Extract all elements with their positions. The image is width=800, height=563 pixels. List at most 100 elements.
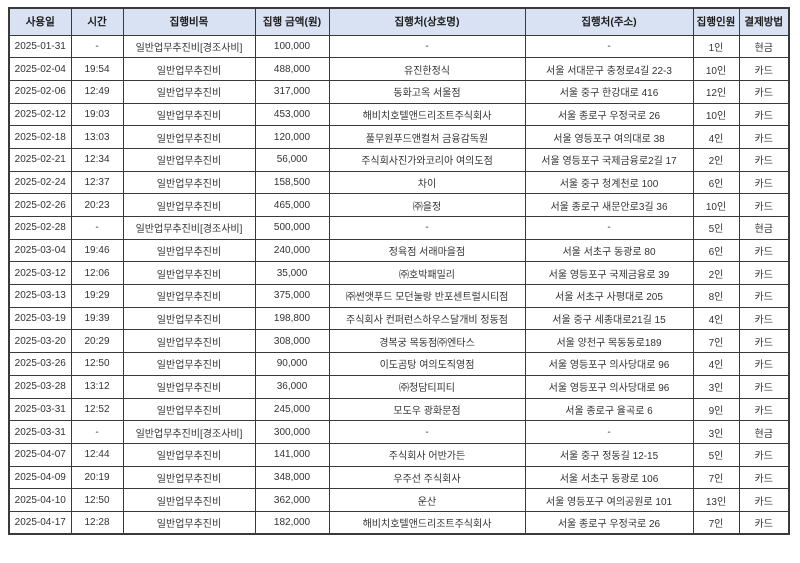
table-row: 2025-03-26 12:50 일반업무추진비 90,000 이도곰탕 여의도직영점 서… xyxy=(8,352,790,376)
cell-amount: 375,000 xyxy=(254,284,330,308)
table-row: 2025-03-04 19:46 일반업무추진비 240,000 정육점 서래마을점 서울… xyxy=(8,238,790,263)
cell-people: 1인 xyxy=(692,34,740,59)
cell-people: 10인 xyxy=(692,57,740,81)
cell-people: 3인 xyxy=(692,374,740,399)
cell-amount: 465,000 xyxy=(254,193,330,217)
cell-payment: 카드 xyxy=(738,102,790,127)
cell-vendor: 차이 xyxy=(328,170,526,195)
cell-category: 일반업무추진비[경조사비] xyxy=(122,420,256,444)
cell-address: - xyxy=(524,420,694,444)
cell-address: 서울 종로구 우정국로 26 xyxy=(524,102,694,127)
cell-address: 서울 양천구 목동동로189 xyxy=(524,329,694,354)
cell-vendor: 정육점 서래마을점 xyxy=(328,238,526,263)
cell-use_date: 2025-02-21 xyxy=(8,147,72,172)
cell-category: 일반업무추진비 xyxy=(122,397,256,422)
cell-use_date: 2025-03-20 xyxy=(8,329,72,354)
cell-vendor: - xyxy=(328,34,526,59)
table-row: 2025-04-07 12:44 일반업무추진비 141,000 주식회사 어반가든 서울… xyxy=(8,442,790,467)
cell-payment: 카드 xyxy=(738,329,790,354)
cell-time: 19:46 xyxy=(70,238,124,263)
cell-time: 12:06 xyxy=(70,261,124,286)
cell-time: 20:23 xyxy=(70,193,124,217)
cell-time: - xyxy=(70,420,124,444)
cell-category: 일반업무추진비 xyxy=(122,170,256,195)
cell-time: 19:39 xyxy=(70,306,124,331)
cell-people: 7인 xyxy=(692,329,740,354)
cell-people: 4인 xyxy=(692,306,740,331)
cell-amount: 245,000 xyxy=(254,397,330,422)
cell-payment: 카드 xyxy=(738,284,790,308)
cell-payment: 카드 xyxy=(738,57,790,81)
cell-vendor: 유진한정식 xyxy=(328,57,526,81)
cell-category: 일반업무추진비 xyxy=(122,261,256,286)
cell-people: 6인 xyxy=(692,170,740,195)
cell-address: 서울 중구 정동길 12-15 xyxy=(524,442,694,467)
column-header-address: 집행처(주소) xyxy=(524,7,694,36)
cell-vendor: 운산 xyxy=(328,488,526,512)
cell-payment: 카드 xyxy=(738,465,790,490)
cell-vendor: 해비치호텔앤드리조트주식회사 xyxy=(328,102,526,127)
cell-people: 7인 xyxy=(692,510,740,535)
column-header-use_date: 사용일 xyxy=(8,7,72,36)
table-row: 2025-04-09 20:19 일반업무추진비 348,000 우주선 주식회사 서울 … xyxy=(8,465,790,490)
cell-category: 일반업무추진비 xyxy=(122,57,256,81)
cell-time: 12:52 xyxy=(70,397,124,422)
table-row: 2025-02-12 19:03 일반업무추진비 453,000 해비치호텔앤드리조트주… xyxy=(8,102,790,127)
column-header-time: 시간 xyxy=(70,7,124,36)
cell-use_date: 2025-03-13 xyxy=(8,284,72,308)
cell-vendor: ㈜썬앳푸드 모던눌랑 반포센트럴시티점 xyxy=(328,284,526,308)
table-header: 사용일 시간 집행비목 집행 금액(원) 집행처(상호명) 집행처(주소) 집행인원 결제방법 xyxy=(8,7,790,36)
cell-category: 일반업무추진비 xyxy=(122,442,256,467)
cell-people: 10인 xyxy=(692,102,740,127)
cell-people: 4인 xyxy=(692,125,740,149)
cell-address: 서울 종로구 새문안로3길 36 xyxy=(524,193,694,217)
cell-payment: 현금 xyxy=(738,420,790,444)
header-row: 사용일 시간 집행비목 집행 금액(원) 집행처(상호명) 집행처(주소) 집행인원 결제방법 xyxy=(8,7,790,36)
cell-category: 일반업무추진비 xyxy=(122,306,256,331)
cell-time: - xyxy=(70,34,124,59)
cell-amount: 141,000 xyxy=(254,442,330,467)
cell-amount: 300,000 xyxy=(254,420,330,444)
column-header-people: 집행인원 xyxy=(692,7,740,36)
cell-address: 서울 중구 세종대로21길 15 xyxy=(524,306,694,331)
cell-time: 20:19 xyxy=(70,465,124,490)
table-row: 2025-02-06 12:49 일반업무추진비 317,000 동화고옥 서울점 서울 … xyxy=(8,79,790,104)
cell-vendor: - xyxy=(328,420,526,444)
cell-people: 8인 xyxy=(692,284,740,308)
cell-address: 서울 영등포구 여의공원로 101 xyxy=(524,488,694,512)
table-row: 2025-03-13 19:29 일반업무추진비 375,000 ㈜썬앳푸드 모던눌랑 … xyxy=(8,284,790,308)
cell-people: 2인 xyxy=(692,261,740,286)
cell-category: 일반업무추진비 xyxy=(122,284,256,308)
cell-vendor: 우주선 주식회사 xyxy=(328,465,526,490)
cell-payment: 카드 xyxy=(738,261,790,286)
cell-address: 서울 영등포구 국제금융로2길 17 xyxy=(524,147,694,172)
cell-people: 12인 xyxy=(692,79,740,104)
cell-people: 4인 xyxy=(692,352,740,376)
cell-time: 20:29 xyxy=(70,329,124,354)
cell-category: 일반업무추진비 xyxy=(122,102,256,127)
cell-use_date: 2025-03-12 xyxy=(8,261,72,286)
cell-use_date: 2025-04-10 xyxy=(8,488,72,512)
cell-category: 일반업무추진비[경조사비] xyxy=(122,216,256,240)
cell-address: - xyxy=(524,34,694,59)
cell-use_date: 2025-02-28 xyxy=(8,216,72,240)
table-body: 2025-01-31- 일반업무추진비[경조사비] 100,000- -1인 현금 202… xyxy=(8,34,790,535)
cell-payment: 카드 xyxy=(738,170,790,195)
cell-time: 12:50 xyxy=(70,488,124,512)
cell-people: 9인 xyxy=(692,397,740,422)
cell-vendor: 이도곰탕 여의도직영점 xyxy=(328,352,526,376)
cell-time: 19:29 xyxy=(70,284,124,308)
cell-category: 일반업무추진비[경조사비] xyxy=(122,34,256,59)
cell-address: 서울 종로구 율곡로 6 xyxy=(524,397,694,422)
cell-people: 3인 xyxy=(692,420,740,444)
table-row: 2025-04-17 12:28 일반업무추진비 182,000 해비치호텔앤드리조트주… xyxy=(8,510,790,535)
cell-amount: 198,800 xyxy=(254,306,330,331)
cell-address: 서울 서초구 사평대로 205 xyxy=(524,284,694,308)
cell-amount: 182,000 xyxy=(254,510,330,535)
table-row: 2025-03-31- 일반업무추진비[경조사비] 300,000- -3인 현금 xyxy=(8,420,790,444)
cell-vendor: ㈜호박패밀리 xyxy=(328,261,526,286)
cell-time: 12:49 xyxy=(70,79,124,104)
table-row: 2025-02-24 12:37 일반업무추진비 158,500 차이 서울 중구 청계천… xyxy=(8,170,790,195)
cell-people: 10인 xyxy=(692,193,740,217)
cell-amount: 362,000 xyxy=(254,488,330,512)
